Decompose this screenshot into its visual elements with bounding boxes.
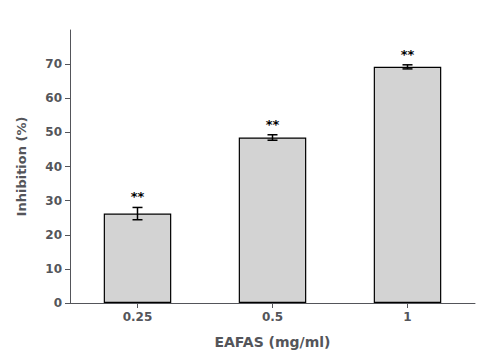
svg-text:40: 40 — [45, 160, 62, 174]
svg-text:0: 0 — [54, 296, 62, 310]
svg-text:**: ** — [131, 189, 145, 204]
svg-text:50: 50 — [45, 125, 62, 139]
svg-text:EAFAS (mg/ml): EAFAS (mg/ml) — [214, 334, 330, 350]
svg-text:20: 20 — [45, 228, 62, 242]
svg-text:60: 60 — [45, 91, 62, 105]
svg-text:30: 30 — [45, 194, 62, 208]
svg-text:Inhibition (%): Inhibition (%) — [14, 117, 29, 217]
svg-text:**: ** — [266, 117, 280, 132]
svg-text:70: 70 — [45, 57, 62, 71]
svg-text:10: 10 — [45, 262, 62, 276]
svg-text:**: ** — [401, 47, 415, 62]
svg-text:0.25: 0.25 — [123, 310, 153, 324]
svg-text:0.5: 0.5 — [262, 310, 283, 324]
svg-text:1: 1 — [403, 310, 411, 324]
